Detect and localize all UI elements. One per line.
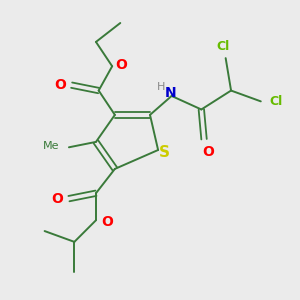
Text: H: H xyxy=(157,82,165,92)
Text: O: O xyxy=(115,58,127,72)
Text: Cl: Cl xyxy=(216,40,230,53)
Text: O: O xyxy=(101,214,113,229)
Text: O: O xyxy=(54,78,66,92)
Text: Me: Me xyxy=(43,141,59,151)
Text: Cl: Cl xyxy=(269,95,282,108)
Text: S: S xyxy=(159,145,170,160)
Text: N: N xyxy=(164,86,176,100)
Text: O: O xyxy=(202,145,214,159)
Text: O: O xyxy=(52,192,64,206)
